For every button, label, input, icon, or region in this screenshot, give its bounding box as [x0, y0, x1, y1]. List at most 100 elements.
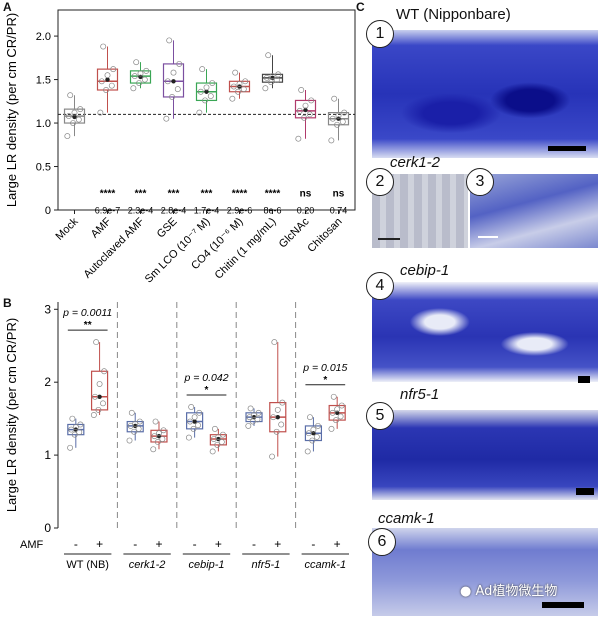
box-1-minus-sample-point — [136, 418, 143, 425]
box-3-sample-point — [174, 86, 181, 93]
box-7-box — [294, 99, 317, 119]
box-2-minus-sample-point — [190, 425, 197, 432]
p-value-label: 2.3e-4 — [128, 205, 154, 215]
p-value-label: p = 0.0011 — [62, 307, 112, 319]
box-4-sample-point — [202, 97, 209, 104]
box-0-minus-sample-point — [77, 421, 84, 428]
box-1-minus-mean-point — [133, 423, 138, 429]
box-4-sample-point — [199, 66, 206, 73]
panel-b-boxplot: 0 1 2 3 Large LR density (per cm CR/PR) AMF - +… — [4, 302, 349, 571]
p-value-label: 8e-6 — [263, 205, 281, 215]
box-5-sample-point — [235, 88, 242, 95]
box-2-minus-sample-point — [185, 434, 192, 441]
box-0-plus-sample-point — [93, 339, 100, 346]
box-1-sample-point — [98, 78, 105, 85]
box-5-sample-point — [240, 86, 247, 93]
box-0-sample-point — [65, 113, 72, 120]
genotype-label: WT (NB) — [66, 559, 109, 571]
box-5-sample-point — [229, 95, 236, 102]
box-3-sample-point — [164, 78, 171, 85]
box-0-sample-point — [77, 106, 84, 113]
scale-bar-5 — [576, 488, 594, 495]
micrograph-number-2: 2 — [366, 168, 394, 196]
box-5-sample-point — [242, 78, 249, 85]
box-3-plus-sample-point — [273, 428, 280, 435]
box-0-plus-box — [90, 370, 109, 411]
box-2-sample-point — [133, 59, 140, 66]
watermark-logo: ● Ad植物微生物 — [460, 580, 557, 599]
box-7-sample-point — [298, 87, 305, 93]
box-1-plus-sample-point — [160, 427, 167, 434]
p-value-label: 2.9e-6 — [227, 205, 253, 215]
micrograph-number-4: 4 — [366, 272, 394, 300]
box-8-sample-point — [334, 121, 341, 128]
box-2-sample-point — [136, 80, 143, 86]
box-6-sample-point — [275, 71, 282, 78]
y-tick-label: 0.5 — [36, 162, 51, 174]
box-2-sample-point — [130, 85, 137, 92]
box-2-plus-sample-point — [212, 425, 218, 432]
box-0-minus-sample-point — [71, 431, 78, 438]
box-3-plus-sample-point — [278, 421, 285, 428]
box-4-plus-sample-point — [333, 417, 339, 424]
box-3-minus-sample-point — [245, 422, 252, 429]
box-2-sample-point — [137, 70, 144, 77]
x-tick-label: Mock — [54, 215, 81, 242]
micrograph-label-cebip: cebip-1 — [400, 262, 450, 279]
box-4-minus-sample-point — [310, 426, 317, 433]
box-7-sample-point — [306, 111, 313, 118]
box-4-minus-sample-point — [305, 430, 312, 437]
micrograph-4-cebip — [372, 282, 598, 382]
box-7-sample-point — [296, 107, 303, 114]
box-0-minus-sample-point — [72, 424, 79, 430]
panel-letter-a: A — [3, 0, 12, 14]
box-0-sample-point — [70, 120, 77, 126]
micrograph-label-wt: WT (Nipponbare) — [396, 6, 511, 23]
micrograph-label-cerk1: cerk1-2 — [390, 154, 441, 171]
box-6-sample-point — [268, 79, 275, 86]
box-7-sample-point — [302, 102, 309, 109]
y-tick-label: 1.5 — [36, 75, 51, 87]
box-3-minus-sample-point — [247, 405, 254, 412]
box-1-minus-sample-point — [126, 437, 133, 444]
box-0-plus-mean-point — [97, 394, 102, 399]
box-7-sample-point — [301, 114, 308, 121]
scale-bar-2 — [378, 238, 400, 240]
p-value-label: 0.74 — [330, 205, 348, 215]
wechat-icon: ● — [460, 584, 472, 599]
box-2-sample-point — [141, 76, 148, 83]
box-1-plus-sample-point — [151, 433, 158, 440]
box-1-minus-sample-point — [131, 428, 138, 435]
box-4-sample-point — [196, 109, 203, 116]
box-8-sample-point — [329, 115, 336, 122]
box-0-mean-point — [72, 114, 77, 120]
p-value-label: 0.20 — [297, 205, 315, 215]
box-3-mean-point — [171, 79, 176, 84]
amf-minus-label: - — [133, 537, 137, 551]
box-4-minus-sample-point — [313, 433, 320, 440]
significance-stars: *** — [135, 188, 147, 199]
box-6-sample-point — [263, 74, 270, 81]
box-2-plus-sample-point — [218, 439, 225, 445]
box-3-sample-point — [176, 60, 183, 67]
box-2-minus-sample-point — [196, 409, 203, 416]
box-7-sample-point — [295, 135, 302, 142]
box-1-box — [96, 68, 119, 91]
panel-letter-b: B — [3, 296, 12, 310]
p-value-label: p = 0.042 — [183, 372, 228, 384]
box-3-plus-sample-point — [274, 406, 281, 413]
box-3-sample-point — [170, 69, 177, 76]
scale-bar-1 — [548, 146, 586, 151]
box-5-sample-point — [236, 80, 243, 87]
box-8-sample-point — [328, 137, 335, 144]
box-1-sample-point — [103, 87, 110, 93]
box-2-sample-point — [143, 67, 150, 74]
p-value-label: p = 0.015 — [302, 362, 347, 374]
x-tick-label: AMF — [89, 215, 114, 240]
box-1-minus-sample-point — [128, 409, 135, 416]
box-4-sample-point — [197, 88, 204, 95]
box-1-plus-sample-point — [152, 418, 159, 425]
y-tick-label: 0 — [45, 205, 51, 217]
box-3-sample-point — [163, 115, 170, 122]
box-4-sample-point — [209, 80, 216, 86]
